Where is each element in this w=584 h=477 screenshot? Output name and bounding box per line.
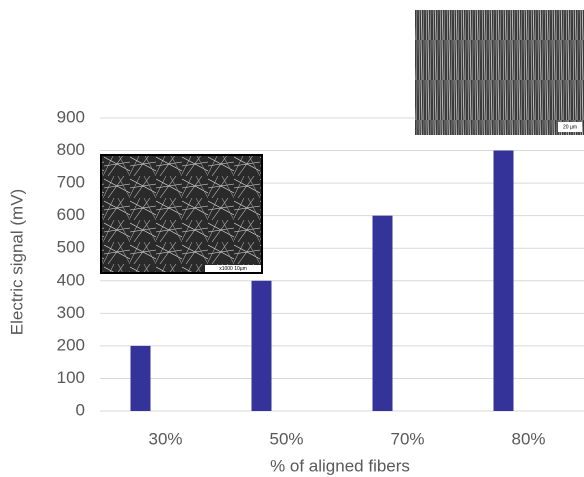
bar (372, 215, 393, 411)
bar (251, 280, 272, 411)
y-tick-label: 900 (57, 107, 85, 126)
sem-image-aligned (415, 10, 584, 135)
scale-bar-box (205, 265, 261, 272)
x-tick-label: 50% (269, 429, 303, 448)
scale-label: 20 µm (563, 124, 577, 130)
y-tick-label: 800 (57, 140, 85, 159)
sem-image-random (100, 154, 263, 274)
y-axis-title: Electric signal (mV) (7, 189, 26, 335)
y-tick-label: 700 (57, 173, 85, 192)
bar (493, 150, 514, 412)
x-axis-title: % of aligned fibers (270, 456, 410, 475)
scale-bar-box (558, 122, 582, 132)
y-tick-label: 400 (57, 270, 85, 289)
x-tick-label: 70% (390, 429, 424, 448)
scale-label: x1000 10µm (219, 266, 247, 272)
x-tick-label: 30% (148, 429, 182, 448)
y-tick-label: 300 (57, 303, 85, 322)
y-tick-label: 0 (76, 400, 85, 419)
y-tick-label: 600 (57, 205, 85, 224)
y-tick-label: 200 (57, 335, 85, 354)
bar (130, 345, 151, 411)
y-tick-label: 100 (57, 368, 85, 387)
x-tick-label: 80% (511, 429, 545, 448)
y-tick-label: 500 (57, 238, 85, 257)
